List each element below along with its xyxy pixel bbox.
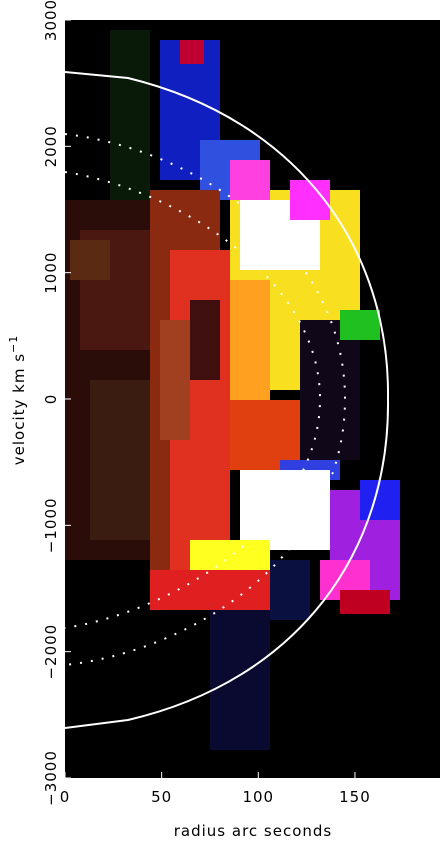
- x-axis-label: radius arc seconds: [174, 822, 333, 840]
- y-axis-title: velocity km s−1: [7, 335, 28, 466]
- y-axis-label-main: velocity km s: [10, 353, 28, 465]
- model-curves: [64, 71, 390, 729]
- x-tick-label: 0: [60, 788, 71, 806]
- y-tick-label: 2000: [42, 125, 60, 167]
- y-tick-label: −1000: [42, 497, 60, 553]
- y-tick-label: 3000: [42, 0, 60, 41]
- x-tick-label: 150: [339, 788, 371, 806]
- x-tick-label: 100: [242, 788, 274, 806]
- x-tick-label: 50: [151, 788, 172, 806]
- y-tick-label: 0: [42, 394, 60, 405]
- y-axis-label-superscript: −1: [7, 335, 20, 353]
- y-tick-label: 1000: [42, 252, 60, 294]
- y-axis-label: velocity km s−1: [7, 335, 28, 466]
- y-tick-label: −3000: [42, 750, 60, 806]
- y-tick-label: −2000: [42, 624, 60, 680]
